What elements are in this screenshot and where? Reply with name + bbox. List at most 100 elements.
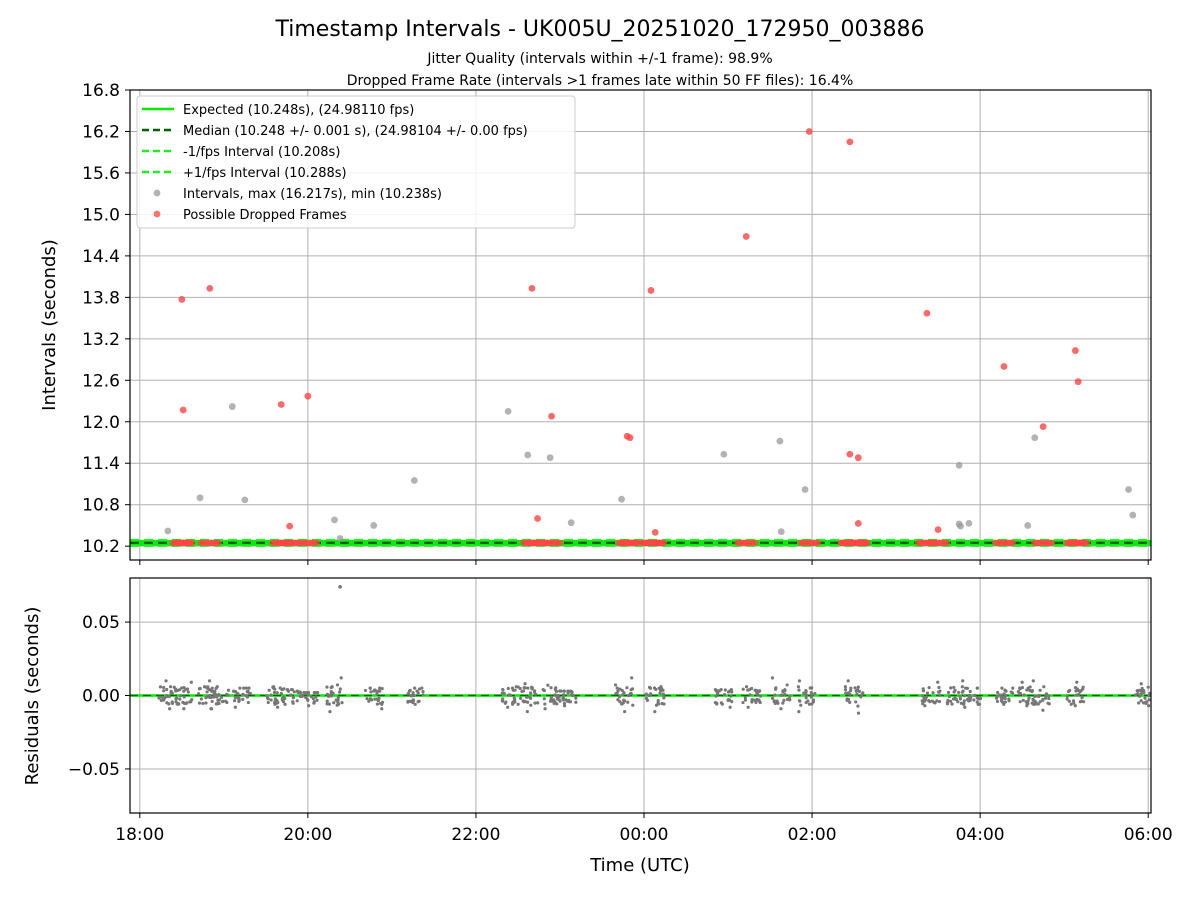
residual-point (1017, 686, 1022, 690)
residual-point (1143, 701, 1148, 705)
residual-point (999, 695, 1003, 699)
interval-point (241, 496, 249, 504)
interval-point (957, 522, 964, 530)
residual-point (1046, 701, 1050, 705)
residual-point (373, 697, 377, 701)
top-y-tick-label: 11.4 (82, 454, 120, 474)
residual-point (502, 691, 506, 695)
residual-point (373, 688, 377, 692)
residual-point (412, 693, 416, 698)
residual-point (413, 686, 417, 690)
interval-point (720, 450, 728, 458)
residual-point (417, 687, 422, 691)
residual-point (770, 676, 775, 680)
residual-point (1147, 698, 1151, 702)
interval-point (336, 535, 344, 542)
dropped-frame-baseline-point (557, 539, 564, 547)
residual-point (1031, 679, 1035, 683)
residual-point (233, 695, 237, 700)
residual-point (567, 698, 571, 702)
legend-dot-swatch (153, 189, 161, 197)
residual-point (291, 696, 296, 700)
residual-point (723, 688, 727, 692)
residual-point (616, 698, 620, 702)
residual-point (552, 698, 556, 702)
residual-point (162, 685, 166, 690)
residual-point (949, 686, 953, 690)
residual-point (938, 693, 942, 697)
residual-point (630, 676, 634, 680)
residual-point (773, 693, 777, 697)
interval-point (1129, 511, 1137, 519)
residual-point (281, 700, 286, 704)
dropped-frame-point (304, 392, 312, 400)
residual-point (1139, 682, 1143, 686)
interval-point (1031, 434, 1039, 442)
residual-point (975, 686, 980, 690)
residual-point (963, 705, 967, 709)
residual-point (225, 692, 229, 696)
residual-point (375, 692, 379, 696)
residual-point (797, 710, 801, 714)
residual-point (209, 707, 214, 711)
residual-point (246, 700, 250, 705)
residual-point (923, 697, 928, 702)
residual-point (797, 688, 801, 692)
x-tick-label: 18:00 (115, 825, 164, 845)
dropped-frame-point (1000, 363, 1008, 370)
residual-point (961, 679, 965, 683)
residual-point (950, 702, 954, 706)
residual-point (204, 701, 208, 705)
residual-point (562, 701, 567, 706)
residual-point (1018, 691, 1023, 696)
residual-point (176, 702, 181, 706)
residual-point (516, 702, 520, 706)
residual-point (279, 691, 283, 696)
residual-outlier-point (338, 585, 342, 589)
residual-point (969, 695, 973, 699)
residual-point (1020, 685, 1025, 690)
residual-point (307, 704, 311, 708)
residual-point (856, 688, 860, 692)
residual-point (1067, 699, 1071, 703)
residual-point (1003, 688, 1007, 692)
residual-point (856, 711, 861, 715)
residual-point (181, 700, 185, 704)
residual-point (266, 700, 270, 705)
residual-point (336, 695, 340, 699)
residual-point (615, 686, 619, 690)
chart-subtitle-dropped: Dropped Frame Rate (intervals >1 frames … (347, 73, 854, 89)
residual-point (512, 699, 516, 704)
residual-point (1007, 697, 1011, 701)
residual-point (948, 699, 953, 703)
residual-point (1021, 698, 1025, 702)
residual-point (1042, 685, 1046, 689)
residual-point (282, 695, 286, 699)
dropped-frame-point (206, 284, 214, 292)
residual-point (729, 694, 733, 698)
residual-point (1139, 689, 1144, 693)
residual-point (644, 692, 648, 696)
residual-point (1075, 680, 1079, 684)
residual-point (368, 686, 372, 690)
residual-point (167, 702, 171, 706)
top-axis-ticks: 10.2 10.8 11.4 12.0 12.6 13.2 13.8 14.4 15.0 15.6… (82, 81, 1149, 565)
residual-point (530, 686, 534, 690)
dropped-frame-point (923, 309, 931, 317)
residual-point (629, 692, 633, 696)
residual-point (1034, 700, 1038, 705)
legend: Expected (10.248s), (24.98110 fps) Median… (136, 95, 576, 229)
top-y-tick-label: 14.4 (82, 247, 120, 267)
legend-entry-label: Expected (10.248s), (24.98110 fps) (183, 103, 414, 118)
residual-point (157, 696, 161, 700)
residual-point (962, 699, 966, 703)
residual-point (657, 702, 661, 706)
residual-point (159, 698, 163, 702)
x-tick-label: 04:00 (956, 825, 1005, 845)
residual-point (506, 705, 510, 709)
interval-point (164, 527, 172, 535)
residual-point (1076, 688, 1080, 692)
residual-point (221, 699, 225, 703)
